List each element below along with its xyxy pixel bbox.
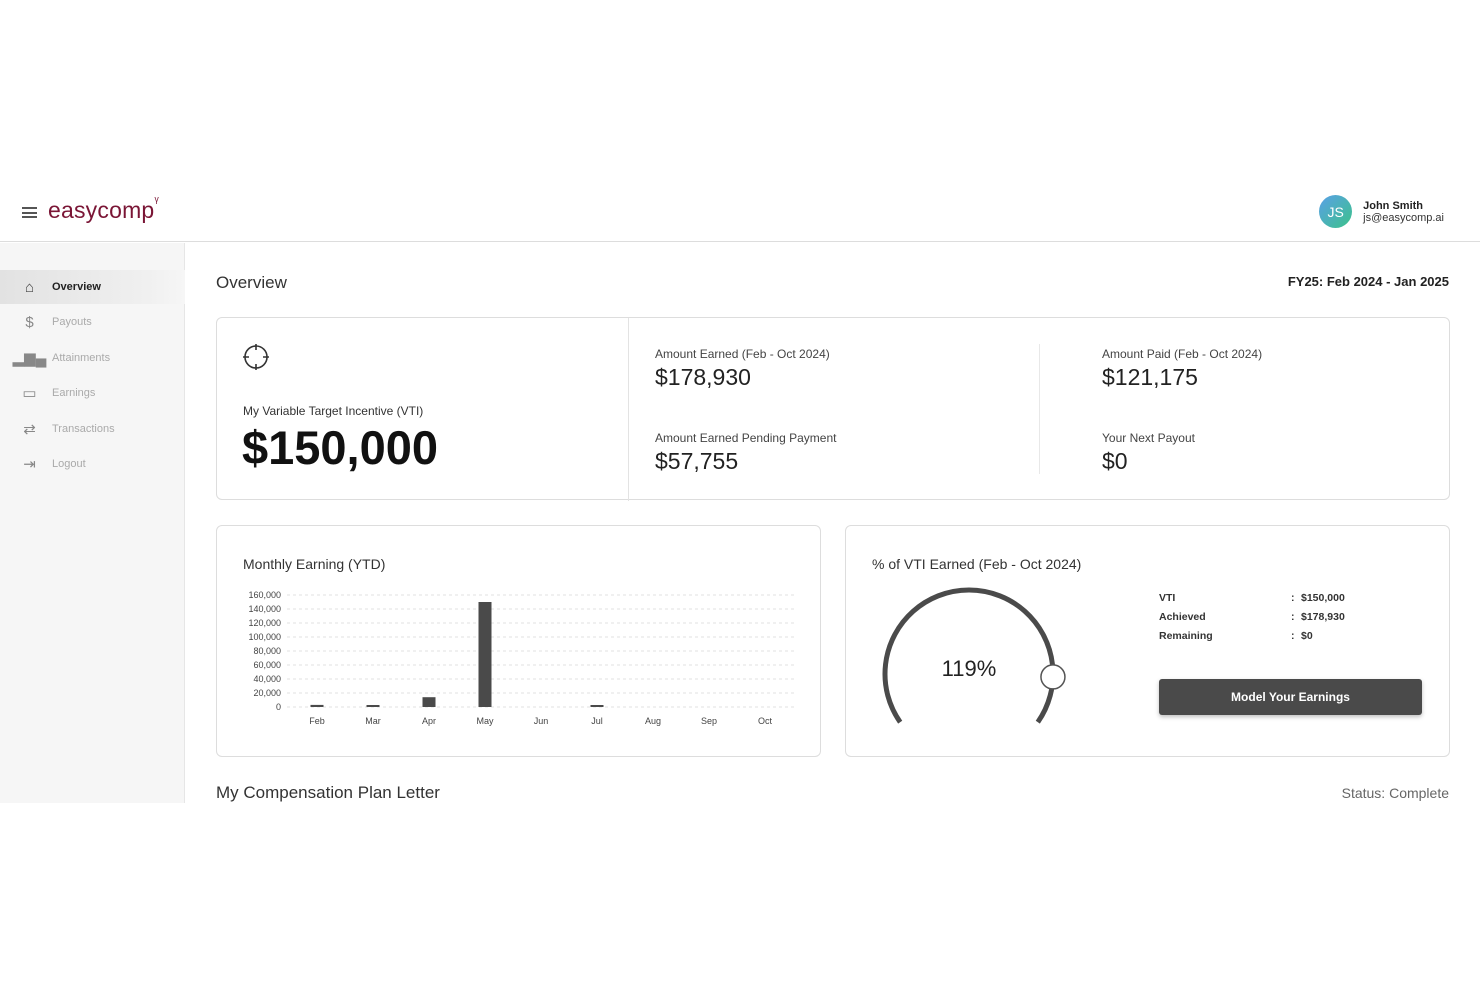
x-tick-label: Jul (591, 716, 603, 726)
vti-value: $150,000 (242, 421, 439, 474)
x-tick-label: Apr (422, 716, 436, 726)
chart-title: Monthly Earning (YTD) (243, 556, 386, 572)
separator: : (1291, 592, 1295, 604)
x-tick-label: Jun (534, 716, 549, 726)
amount-earned-label: Amount Earned (Feb - Oct 2024) (655, 347, 830, 361)
bar-may (478, 602, 492, 707)
dollar-icon: $ (25, 313, 34, 331)
y-tick-label: 40,000 (253, 674, 281, 684)
main-content: Overview FY25: Feb 2024 - Jan 2025 My Va… (186, 243, 1480, 803)
y-tick-label: 80,000 (253, 646, 281, 656)
sidebar-item-transactions[interactable]: ⇄ Transactions (0, 412, 185, 446)
bar-jul (590, 705, 604, 707)
y-tick-label: 140,000 (248, 604, 281, 614)
sidebar-item-label: Earnings (52, 387, 96, 399)
y-tick-label: 0 (276, 702, 281, 712)
sidebar-item-label: Attainments (52, 352, 111, 364)
y-tick-label: 160,000 (248, 590, 281, 600)
x-tick-label: May (476, 716, 494, 726)
x-tick-label: Sep (701, 716, 717, 726)
bar-feb (310, 704, 324, 707)
monthly-earning-card: Monthly Earning (YTD) 0 20,000 40,000 60,00… (216, 525, 821, 757)
vti-gauge (882, 587, 1066, 724)
y-tick-label: 60,000 (253, 660, 281, 670)
separator: : (1291, 611, 1295, 623)
remaining-row-value: $0 (1301, 630, 1313, 642)
swap-icon: ⇄ (23, 421, 36, 438)
sidebar-item-attainments[interactable]: ▂▆▄ Attainments (0, 341, 185, 375)
hamburger-menu-icon[interactable] (22, 207, 37, 218)
plan-letter-title: My Compensation Plan Letter (216, 783, 440, 802)
bar-apr (422, 697, 436, 707)
pending-payment-value: $57,755 (655, 448, 739, 474)
achieved-row-label: Achieved (1159, 611, 1206, 623)
model-your-earnings-button[interactable]: Model Your Earnings (1159, 679, 1422, 715)
x-tick-label: Oct (758, 716, 773, 726)
sidebar-item-logout[interactable]: ⇥ Logout (0, 447, 185, 481)
bar-mar (366, 705, 380, 707)
vti-earned-card: % of VTI Earned (Feb - Oct 2024) 119% VT… (845, 525, 1450, 757)
y-tick-label: 120,000 (248, 618, 281, 628)
x-tick-label: Mar (365, 716, 381, 726)
y-tick-label: 20,000 (253, 688, 281, 698)
pending-payment-label: Amount Earned Pending Payment (655, 431, 837, 445)
next-payout-label: Your Next Payout (1102, 431, 1195, 445)
divider (628, 318, 629, 501)
gauge-percent: 119% (941, 656, 997, 681)
banknote-icon: ▭ (22, 385, 37, 402)
amount-paid-label: Amount Paid (Feb - Oct 2024) (1102, 347, 1263, 361)
logo-mark: ᵞ (154, 193, 159, 209)
gauge-title: % of VTI Earned (Feb - Oct 2024) (872, 556, 1082, 572)
sidebar-item-label: Logout (52, 458, 86, 470)
sidebar: ⌂ Overview $ Payouts ▂▆▄ Attainments ▭ Earni… (0, 243, 185, 803)
page-title: Overview (216, 273, 287, 292)
amount-paid-value: $121,175 (1102, 364, 1198, 390)
sidebar-item-payouts[interactable]: $ Payouts (0, 305, 185, 339)
next-payout-value: $0 (1102, 448, 1128, 474)
sidebar-item-earnings[interactable]: ▭ Earnings (0, 376, 185, 410)
logout-icon: ⇥ (23, 456, 36, 473)
user-name: John Smith (1363, 199, 1424, 212)
vti-row-label: VTI (1159, 592, 1176, 604)
bar-chart-icon: ▂▆▄ (12, 350, 47, 367)
user-email: js@easycomp.ai (1363, 211, 1444, 224)
logo[interactable]: easycompᵞ (48, 193, 159, 224)
fiscal-year: FY25: Feb 2024 - Jan 2025 (1287, 274, 1449, 289)
y-tick-label: 100,000 (248, 632, 281, 642)
top-header: easycompᵞ JS John Smith js@easycomp.ai (0, 185, 1480, 242)
avatar: JS (1319, 195, 1353, 228)
sidebar-item-overview[interactable]: ⌂ Overview (0, 270, 185, 304)
x-tick-label: Feb (309, 716, 325, 726)
divider (1039, 344, 1040, 474)
sidebar-item-label: Payouts (52, 316, 92, 328)
monthly-earning-chart: 0 20,000 40,000 60,000 80,000 100,000 120,000 1… (248, 590, 797, 726)
home-icon: ⌂ (24, 278, 35, 296)
amount-earned-value: $178,930 (655, 364, 751, 390)
logo-text: easycomp (48, 197, 155, 223)
vti-row-value: $150,000 (1301, 592, 1345, 604)
vti-label: My Variable Target Incentive (VTI) (243, 404, 424, 418)
plan-letter-status: Status: Complete (1341, 785, 1449, 801)
separator: : (1291, 630, 1295, 642)
summary-card: My Variable Target Incentive (VTI) $150,… (216, 317, 1450, 501)
remaining-row-label: Remaining (1159, 630, 1213, 642)
sidebar-item-label: Transactions (52, 423, 115, 435)
x-tick-label: Aug (645, 716, 661, 726)
gauge-knob (1040, 664, 1066, 690)
user-profile[interactable]: JS John Smith js@easycomp.ai (1319, 195, 1444, 228)
achieved-row-value: $178,930 (1301, 611, 1345, 623)
target-icon (243, 344, 269, 370)
sidebar-item-label: Overview (52, 281, 101, 293)
